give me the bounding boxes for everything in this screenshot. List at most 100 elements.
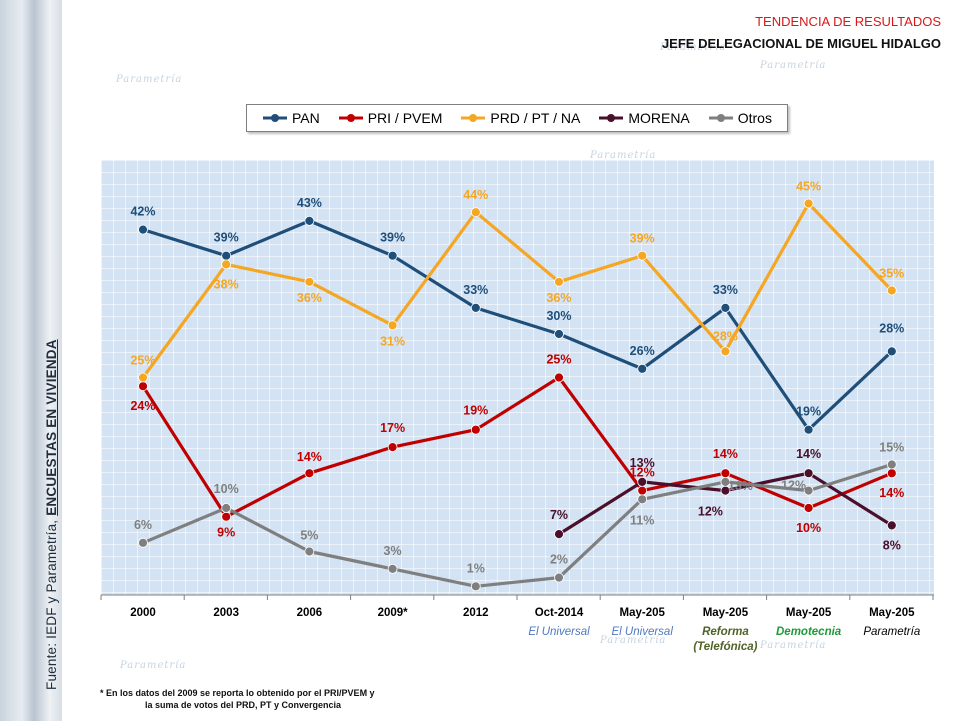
data-point [554,329,564,339]
data-point [221,259,232,270]
data-point [470,302,481,313]
data-label: 14% [879,486,904,500]
data-point [470,581,481,592]
data-label: 36% [546,291,571,305]
legend: PAN PRI / PVEM PRD / PT / NA MORENA Otros [246,104,788,132]
data-label: 35% [879,267,904,281]
data-point [803,424,814,435]
legend-swatch [461,114,486,122]
data-label: 2% [550,553,568,567]
watermark-word: Parametría [590,150,657,161]
data-point [304,276,315,287]
x-source-label: El Universal [528,626,590,638]
x-tick-label: May-205 [786,607,832,619]
data-point [720,346,731,357]
data-point [803,503,814,513]
legend-item: PRD / PT / NA [460,110,580,126]
data-label: 39% [630,232,655,246]
data-label: 19% [463,404,488,418]
data-point [138,372,148,383]
data-point [304,546,315,557]
data-label: 15% [879,441,904,455]
series-line [142,462,893,588]
data-point [304,468,315,479]
data-point [637,476,648,487]
data-label: 42% [130,205,155,219]
data-label: 13% [630,456,655,470]
data-label: 10% [214,482,239,496]
x-source-label: Demotecnia [776,626,842,638]
data-label: 39% [380,231,405,245]
legend-label: PRI / PVEM [367,110,443,126]
data-label: 31% [380,334,405,348]
data-point [387,442,398,453]
legend-label: Otros [737,110,772,126]
data-point [304,215,315,226]
source-note: Fuente: IEDF y Parametría, ENCUESTAS EN … [44,339,59,690]
watermark-word: Parametría [760,640,827,651]
data-point [886,520,897,531]
data-point [720,468,731,479]
data-point [554,572,564,583]
decorative-side-strip [0,0,62,721]
x-source-label: El Universal [612,626,674,638]
legend-item: PAN [262,110,320,126]
data-point [470,207,481,218]
x-tick-label: 2000 [130,607,156,619]
x-source-label: Reforma [702,626,749,638]
legend-swatch [338,114,363,122]
watermark-word: Parametría [600,635,667,646]
data-point [138,224,148,235]
x-tick-label: 2006 [297,607,323,619]
data-point [720,476,731,487]
data-label: 19% [796,405,821,419]
watermark-word: Parametría [660,42,727,53]
data-label: 7% [550,508,568,522]
data-label: 14% [297,450,322,464]
legend-item: MORENA [598,110,690,126]
series-line [142,219,893,432]
legend-swatch [599,114,624,122]
data-point [470,424,481,435]
data-label: 28% [713,329,738,343]
x-tick-label: 2003 [213,607,239,619]
data-point [554,372,564,383]
data-label: 26% [630,344,655,358]
legend-swatch [708,114,733,122]
watermark-word: Parametría [116,74,183,85]
data-point [886,346,897,357]
legend-label: PAN [291,110,320,126]
footnote: * En los datos del 2009 se reporta lo ob… [100,687,375,711]
data-point [803,468,814,479]
data-point [221,511,232,522]
data-label: 14% [713,447,738,461]
data-point [637,363,648,374]
data-label: 28% [879,321,904,335]
data-point [886,468,897,479]
data-label: 14% [796,447,821,461]
data-label: 10% [796,521,821,535]
footnote-line-2: la suma de votos del PRD, PT y Convergen… [145,700,342,710]
data-label: 9% [217,526,235,540]
footnote-line-1: * En los datos del 2009 se reporta lo ob… [100,688,375,698]
data-point [387,250,398,261]
series-line [141,375,893,519]
data-point [221,503,232,513]
chart-title: TENDENCIA DE RESULTADOS [755,14,941,29]
data-label: 25% [130,354,155,368]
data-label: 5% [300,529,318,543]
data-label: 11% [630,513,654,527]
data-point [138,537,148,548]
data-label: 1% [467,561,485,575]
data-point [886,459,897,470]
data-label: 6% [134,518,152,532]
data-label: 39% [214,231,239,245]
data-point [803,198,814,209]
data-point [886,285,897,296]
data-label: 36% [297,291,322,305]
data-point [221,250,232,261]
x-tick-label: 2012 [463,607,489,619]
data-label: 43% [297,196,322,210]
legend-label: MORENA [628,110,690,126]
